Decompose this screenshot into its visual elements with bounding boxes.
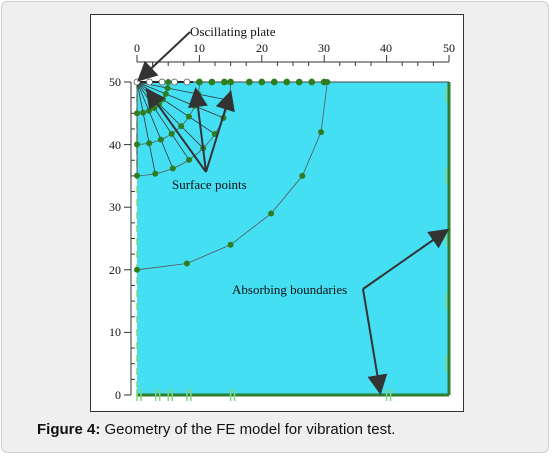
arc-point	[152, 170, 159, 177]
surface-points-arrow	[205, 90, 235, 173]
surface-point	[320, 78, 328, 86]
arc-point	[146, 140, 153, 147]
outer-arc-point	[227, 241, 234, 248]
surface-point	[158, 78, 166, 86]
boundary-dampers	[136, 86, 447, 401]
surface-point	[195, 78, 203, 86]
radial-line	[136, 81, 190, 161]
y-tick-label: 30	[109, 200, 121, 214]
outer-arc-point	[134, 266, 140, 273]
y-tick-label: 10	[109, 325, 121, 339]
surface-points-group	[133, 78, 331, 273]
y-tick-label: 0	[115, 388, 121, 402]
arc-point	[162, 90, 169, 97]
arc-point	[145, 107, 152, 114]
surface-points-label: Surface points	[172, 177, 247, 192]
left-axis-labels: 50 40 30 20 10 0	[109, 75, 121, 402]
surface-point	[133, 78, 141, 86]
y-tick-label: 40	[109, 138, 121, 152]
annotation-absorbing-boundaries: Absorbing boundaries	[232, 228, 450, 395]
surface-point	[208, 78, 216, 86]
left-axis-ticks	[124, 81, 135, 396]
x-tick-label: 0	[134, 41, 140, 55]
surface-point	[270, 78, 278, 86]
arc-point	[134, 172, 140, 179]
oscillating-plate-arrow	[137, 31, 191, 82]
arc-point	[178, 123, 185, 130]
surface-point	[295, 78, 303, 86]
x-tick-label: 50	[443, 41, 455, 55]
x-tick-label: 10	[193, 41, 205, 55]
absorbing-boundary-arrow	[362, 228, 450, 290]
surface-point	[245, 78, 253, 86]
surface-point	[146, 78, 153, 86]
arc-point	[134, 141, 140, 148]
surface-points-arrow	[188, 87, 208, 173]
caption-label: Figure 4:	[37, 421, 101, 438]
arc-point	[186, 156, 193, 163]
x-tick-label: 20	[256, 41, 268, 55]
absorbing-boundary-arrow	[362, 288, 388, 395]
absorbing-boundaries-label: Absorbing boundaries	[232, 282, 347, 297]
y-tick-label: 50	[109, 75, 121, 89]
caption-text: Geometry of the FE model for vibration t…	[104, 421, 396, 438]
surface-point	[258, 78, 266, 86]
surface-point	[283, 78, 291, 86]
arc-point	[168, 130, 175, 137]
arc-point	[140, 109, 147, 116]
arc-point	[151, 104, 158, 111]
arc-point	[164, 85, 171, 92]
radial-line	[136, 81, 174, 169]
surface-points-arrow	[145, 87, 207, 173]
arc-point	[185, 113, 192, 120]
radial-line	[136, 81, 156, 174]
arc-point	[169, 165, 176, 172]
radial-line	[136, 81, 229, 101]
surface-point	[171, 78, 178, 86]
oscillating-plate-label: Oscillating plate	[190, 24, 276, 39]
y-tick-label: 20	[109, 263, 121, 277]
arc-point	[157, 136, 164, 143]
arc-point	[165, 79, 172, 85]
top-axis-labels: 0 10 20 30 40 50	[134, 41, 455, 55]
top-axis-ticks	[136, 55, 450, 66]
figure-caption: Figure 4: Geometry of the FE model for v…	[37, 421, 395, 438]
outer-arc-point	[183, 260, 190, 267]
arc-point	[159, 96, 166, 103]
surface-point	[308, 78, 316, 86]
surface-point	[183, 78, 191, 86]
x-tick-label: 40	[380, 41, 392, 55]
arc-point	[134, 110, 140, 117]
surface-point	[227, 78, 235, 86]
outer-arc-point	[299, 172, 306, 179]
annotation-surface-points: Surface points	[145, 87, 247, 192]
annotation-oscillating-plate: Oscillating plate	[137, 24, 276, 82]
outer-arc-point	[318, 129, 325, 136]
surface-point	[220, 78, 228, 86]
x-tick-label: 30	[318, 41, 330, 55]
outer-arc-point	[268, 210, 275, 217]
